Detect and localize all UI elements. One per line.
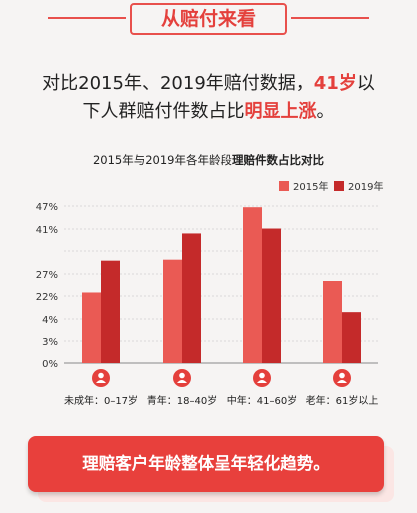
- y-tick-label: 0%: [42, 359, 58, 370]
- icon-body: [337, 380, 347, 383]
- bar-2019: [182, 233, 201, 363]
- chart-title-bold: 理赔件数占比对比: [232, 153, 325, 167]
- icon-body: [177, 380, 187, 383]
- x-category-label: 青年：18–40岁: [147, 394, 217, 407]
- chart-title-normal: 2015年与2019年各年龄段: [92, 153, 233, 167]
- intro-text-3: 下人群赔付件数占比: [82, 101, 245, 122]
- y-tick-label: 41%: [36, 225, 58, 236]
- y-tick-label: 27%: [36, 270, 58, 281]
- bar-2019: [262, 228, 281, 363]
- intro-paragraph: 对比2015年、2019年赔付数据，41岁以 下人群赔付件数占比明显上涨。: [0, 70, 417, 126]
- y-tick-label: 47%: [36, 202, 58, 213]
- bar-2015: [243, 207, 262, 363]
- bar-2015: [82, 292, 101, 363]
- y-tick-label: 4%: [42, 315, 58, 326]
- legend-label: 2015年: [293, 180, 328, 193]
- conclusion-banner: 理赔客户年龄整体呈年轻化趋势。: [28, 436, 384, 492]
- header-divider-right: [291, 17, 369, 19]
- icon-head: [339, 372, 345, 379]
- y-tick-label: 3%: [42, 337, 58, 348]
- legend-swatch: [279, 181, 289, 191]
- bar-2019: [101, 260, 120, 363]
- intro-text-2: 以: [356, 73, 375, 94]
- bar-2015: [163, 259, 182, 363]
- intro-text-4: 。: [316, 101, 335, 122]
- icon-head: [179, 372, 185, 379]
- icon-head: [259, 372, 265, 379]
- chart-title: 2015年与2019年各年龄段理赔件数占比对比: [0, 152, 417, 168]
- intro-line-2: 下人群赔付件数占比明显上涨。: [0, 98, 417, 126]
- icon-body: [257, 380, 267, 383]
- x-category-label: 老年：61岁以上: [306, 394, 379, 407]
- section-header: 从赔付来看: [0, 0, 417, 44]
- legend-label: 2019年: [348, 180, 383, 193]
- legend-swatch: [334, 181, 344, 191]
- section-title: 从赔付来看: [130, 3, 287, 35]
- intro-text-1: 对比2015年、2019年赔付数据，: [42, 73, 314, 94]
- intro-highlight-age: 41岁: [313, 73, 357, 94]
- intro-highlight-rise: 明显上涨: [244, 101, 317, 122]
- icon-head: [98, 372, 104, 379]
- y-tick-label: 22%: [36, 292, 58, 303]
- x-category-label: 未成年：0–17岁: [64, 394, 138, 407]
- intro-line-1: 对比2015年、2019年赔付数据，41岁以: [0, 70, 417, 98]
- bar-2015: [323, 281, 342, 363]
- icon-body: [96, 380, 106, 383]
- bar-2019: [342, 312, 361, 363]
- header-divider-left: [48, 17, 126, 19]
- x-category-label: 中年：41–60岁: [227, 394, 297, 407]
